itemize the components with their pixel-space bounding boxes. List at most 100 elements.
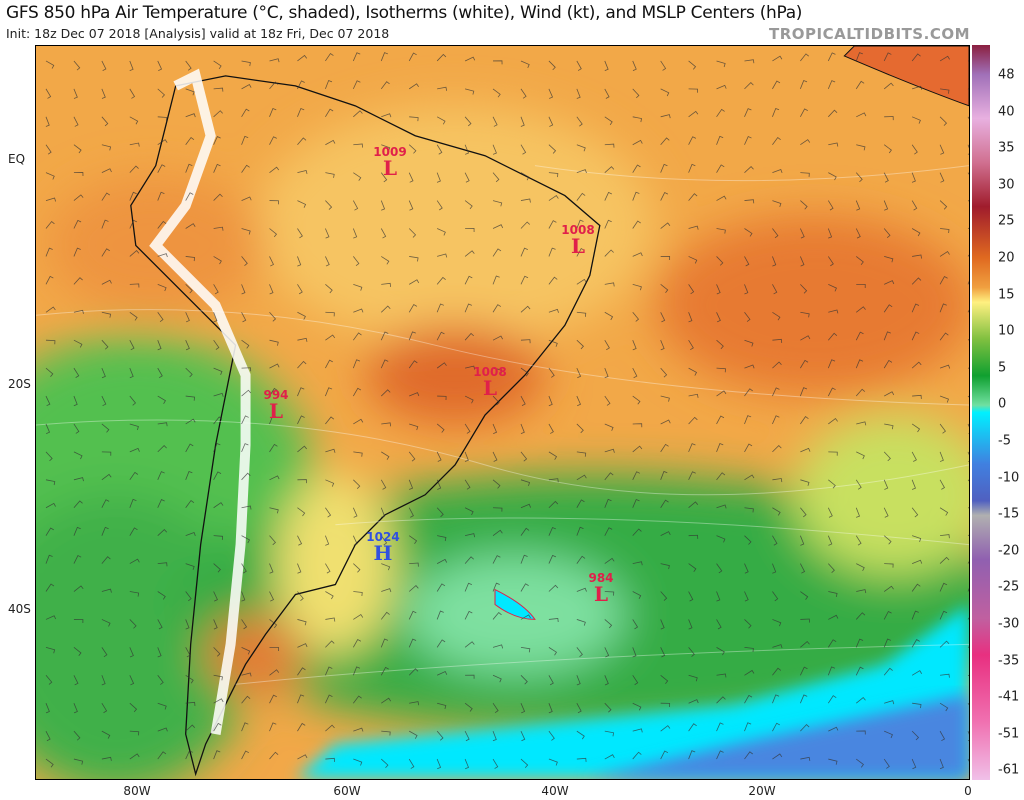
wind-barb	[716, 591, 721, 602]
wind-barb	[325, 284, 333, 294]
wind-barb	[464, 423, 471, 434]
wind-barb	[269, 443, 278, 453]
wind-barb	[548, 584, 559, 592]
wind-barb	[269, 751, 279, 760]
pressure-center: 1008 L	[473, 365, 507, 400]
wind-barb	[380, 228, 387, 239]
wind-barb	[827, 228, 833, 239]
wind-barb	[799, 80, 808, 90]
pressure-center: 994 L	[263, 388, 289, 423]
wind-barb	[911, 610, 919, 620]
wind-barb	[828, 479, 836, 489]
wind-barb	[101, 219, 109, 229]
wind-barb	[408, 52, 417, 62]
brand-logo[interactable]: TROPICALTIDBITS.COM	[769, 25, 970, 43]
wind-barb	[632, 498, 640, 508]
wind-barb	[716, 443, 724, 453]
wind-barb	[492, 479, 501, 489]
wind-barb	[744, 591, 749, 602]
wind-barb	[520, 451, 528, 462]
wind-barb	[129, 753, 140, 760]
wind-barb	[660, 647, 666, 658]
wind-barb	[632, 702, 642, 711]
wind-barb	[800, 228, 805, 239]
wind-barb	[409, 701, 420, 706]
wind-barb	[213, 339, 220, 350]
wind-barb	[688, 163, 696, 173]
wind-barb	[213, 416, 223, 425]
wind-barb	[213, 256, 222, 265]
wind-barb	[129, 116, 139, 125]
wind-barb	[772, 563, 777, 574]
wind-barb	[716, 722, 724, 732]
wind-barb	[911, 451, 917, 462]
wind-barb	[269, 81, 279, 90]
wind-barb	[325, 200, 333, 210]
wind-barb	[688, 193, 698, 201]
wind-barb	[576, 619, 586, 626]
wind-barb	[185, 113, 196, 118]
wind-barb	[548, 88, 554, 99]
wind-barb	[408, 279, 420, 285]
wind-barb	[436, 116, 446, 125]
wind-barb	[45, 367, 54, 377]
wind-barb	[716, 696, 726, 704]
wind-barb	[325, 387, 333, 397]
wind-barb	[325, 479, 335, 487]
wind-barb	[772, 722, 781, 732]
wind-barb	[800, 359, 809, 369]
wind-barb	[213, 87, 224, 92]
colorbar-label: -5	[998, 433, 1011, 449]
wind-barb	[716, 228, 726, 234]
wind-barb	[939, 250, 950, 257]
wind-barb	[129, 591, 140, 597]
colorbar-label: 25	[998, 213, 1015, 229]
wind-barb	[436, 200, 443, 211]
wind-barb	[772, 55, 783, 62]
wind-barb	[800, 311, 810, 318]
wind-barb	[185, 443, 194, 453]
wind-barb	[716, 256, 724, 266]
wind-barb	[185, 256, 196, 262]
wind-barb	[855, 256, 864, 266]
wind-barb	[744, 619, 752, 629]
wind-barb	[800, 139, 811, 146]
wind-barb	[632, 528, 642, 536]
wind-barb	[129, 730, 140, 736]
wind-barb	[855, 228, 861, 239]
wind-barb	[73, 60, 81, 71]
wind-barb	[855, 359, 864, 369]
wind-barb	[939, 200, 948, 210]
wind-barb	[185, 192, 194, 201]
wind-barb	[269, 475, 280, 481]
wind-barb	[688, 416, 698, 425]
wind-barb	[800, 172, 810, 177]
wind-barb	[325, 80, 333, 90]
wind-barb	[940, 228, 950, 234]
wind-barb	[129, 395, 137, 406]
wind-barb	[241, 695, 251, 704]
wind-barb	[576, 169, 587, 174]
wind-barb	[381, 113, 392, 118]
wind-barb	[464, 582, 473, 592]
wind-barb	[352, 80, 361, 90]
wind-barb	[213, 226, 224, 231]
wind-barb	[716, 84, 727, 90]
wind-barb	[604, 754, 615, 760]
wind-barb	[297, 535, 303, 546]
wind-barb	[101, 619, 111, 627]
wind-barb	[911, 116, 921, 124]
wind-barb	[101, 192, 111, 201]
wind-barb	[744, 669, 755, 676]
wind-barb	[827, 507, 833, 518]
wind-barb	[408, 610, 417, 620]
wind-barb	[632, 675, 639, 686]
wind-barb	[800, 591, 809, 600]
wind-barb	[492, 758, 499, 769]
wind-barb	[409, 730, 418, 739]
wind-barb	[911, 172, 916, 183]
wind-barb	[688, 88, 698, 93]
wind-barb	[241, 60, 251, 67]
wind-barb	[912, 254, 922, 259]
wind-barb	[856, 144, 866, 151]
